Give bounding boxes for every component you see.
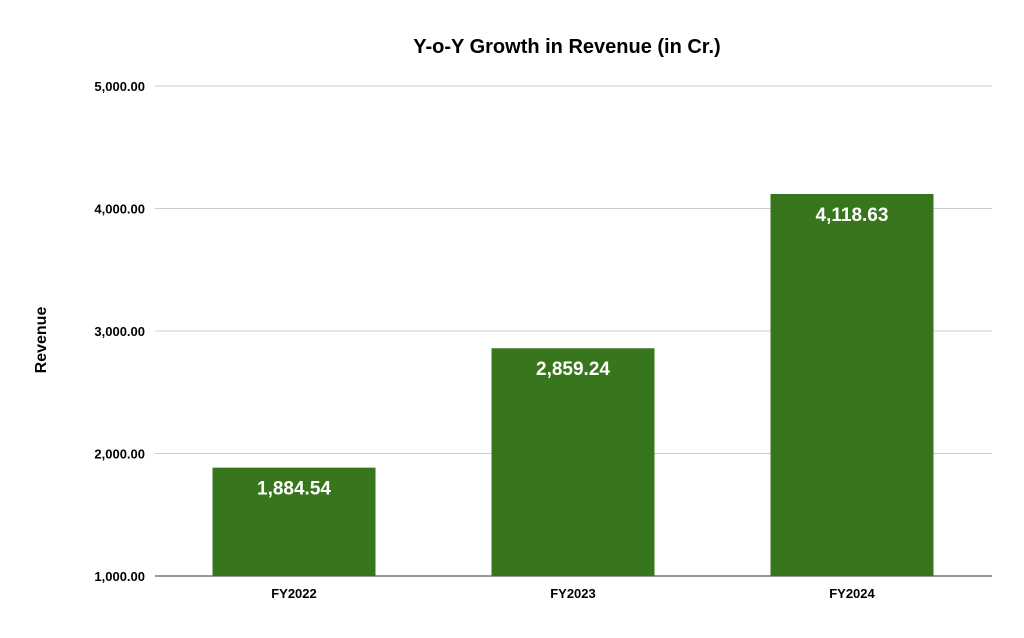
data-label: 2,859.24	[536, 359, 610, 380]
y-tick-label: 5,000.00	[94, 79, 145, 94]
bar-fy2022	[212, 467, 376, 576]
x-tick-label: FY2024	[829, 586, 875, 601]
bar-fy2023	[491, 348, 655, 576]
x-tick-label: FY2022	[271, 586, 317, 601]
chart-title: Y-o-Y Growth in Revenue (in Cr.)	[413, 36, 720, 58]
data-label: 4,118.63	[816, 205, 889, 226]
bar-fy2024	[770, 193, 934, 576]
data-label: 1,884.54	[257, 479, 331, 500]
y-axis-label: Revenue	[33, 307, 50, 374]
x-tick-label: FY2023	[550, 586, 596, 601]
y-tick-label: 3,000.00	[94, 324, 145, 339]
y-tick-label: 2,000.00	[94, 447, 145, 462]
y-tick-label: 1,000.00	[94, 569, 145, 584]
y-tick-label: 4,000.00	[94, 202, 145, 217]
